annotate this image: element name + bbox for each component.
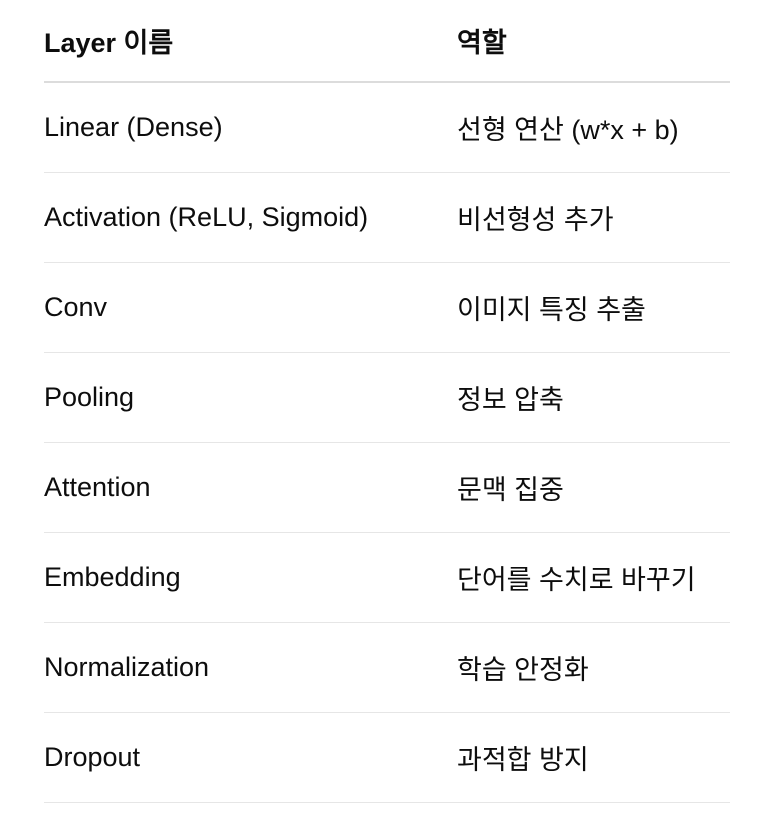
- cell-layer-name: Normalization: [44, 622, 457, 713]
- cell-layer-name: Attention: [44, 442, 457, 533]
- header-role: 역할: [457, 0, 730, 83]
- cell-role: 문맥 집중: [457, 442, 730, 533]
- table-row: Normalization 학습 안정화: [44, 622, 730, 713]
- table-row: Pooling 정보 압축: [44, 352, 730, 443]
- layer-table: Layer 이름 역할 Linear (Dense) 선형 연산 (w*x + …: [44, 0, 730, 803]
- table-row: Dropout 과적합 방지: [44, 712, 730, 803]
- cell-layer-name: Dropout: [44, 712, 457, 803]
- layer-table-container: Layer 이름 역할 Linear (Dense) 선형 연산 (w*x + …: [44, 0, 730, 803]
- cell-role: 단어를 수치로 바꾸기: [457, 532, 730, 623]
- cell-role: 비선형성 추가: [457, 172, 730, 263]
- cell-layer-name: Linear (Dense): [44, 82, 457, 173]
- cell-layer-name: Conv: [44, 262, 457, 353]
- cell-layer-name: Embedding: [44, 532, 457, 623]
- cell-role: 이미지 특징 추출: [457, 262, 730, 353]
- table-row: Linear (Dense) 선형 연산 (w*x + b): [44, 82, 730, 173]
- table-row: Embedding 단어를 수치로 바꾸기: [44, 532, 730, 623]
- cell-layer-name: Activation (ReLU, Sigmoid): [44, 172, 457, 263]
- table-row: Activation (ReLU, Sigmoid) 비선형성 추가: [44, 172, 730, 263]
- table-header-row: Layer 이름 역할: [44, 0, 730, 83]
- table-row: Attention 문맥 집중: [44, 442, 730, 533]
- cell-role: 정보 압축: [457, 352, 730, 443]
- cell-role: 과적합 방지: [457, 712, 730, 803]
- cell-layer-name: Pooling: [44, 352, 457, 443]
- table-row: Conv 이미지 특징 추출: [44, 262, 730, 353]
- header-layer-name: Layer 이름: [44, 0, 457, 83]
- cell-role: 선형 연산 (w*x + b): [457, 82, 730, 173]
- cell-role: 학습 안정화: [457, 622, 730, 713]
